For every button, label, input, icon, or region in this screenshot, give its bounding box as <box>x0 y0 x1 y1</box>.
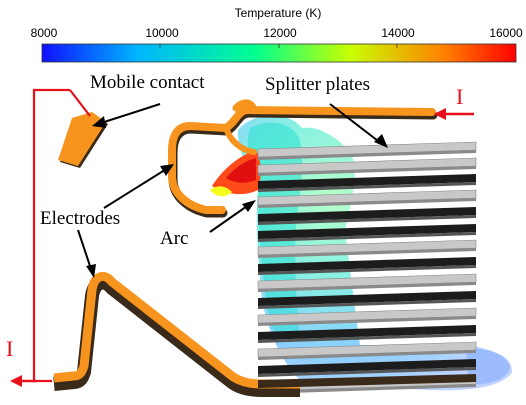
labels: Mobile contact Splitter plates Electrode… <box>6 72 463 361</box>
current-line <box>32 88 70 383</box>
colorbar-tick-label: 10000 <box>145 26 179 40</box>
current-label-top: I <box>456 84 463 109</box>
colorbar-ticks <box>159 44 398 48</box>
current-label-left: I <box>6 336 13 361</box>
splitter-plate <box>257 157 477 176</box>
splitter-plate <box>257 239 477 258</box>
mobile-contact-label: Mobile contact <box>90 72 205 93</box>
splitter-plate <box>258 359 476 377</box>
splitter-plate <box>258 291 476 309</box>
splitter-plate <box>257 273 477 292</box>
colorbar-tick-labels: 8000 10000 12000 14000 16000 <box>31 26 523 40</box>
electrodes-label: Electrodes <box>40 208 120 229</box>
splitter-plate <box>257 341 477 360</box>
splitter-plate <box>258 174 476 192</box>
splitter-plate <box>258 207 476 225</box>
mobile-contact-arrow <box>97 103 161 125</box>
current-path <box>10 88 474 387</box>
current-arrowhead <box>434 108 446 120</box>
arc-label: Arc <box>160 228 188 249</box>
lower-electrode <box>53 272 476 397</box>
splitter-plates-label: Splitter plates <box>265 74 370 95</box>
upper-electrode <box>168 99 438 218</box>
arc-arrow <box>209 203 251 233</box>
colorbar: Temperature (K) 8000 10000 12000 14000 1… <box>31 6 523 63</box>
splitter-plates-arrow <box>329 103 383 145</box>
colorbar-tick-label: 14000 <box>381 26 415 40</box>
current-arrowhead <box>10 375 22 387</box>
colorbar-title: Temperature (K) <box>235 6 322 20</box>
callout-arrows <box>77 103 388 278</box>
splitter-plate <box>258 257 476 275</box>
electrodes-arrow-upper <box>103 167 169 209</box>
splitter-plate <box>258 224 476 242</box>
electrodes-arrow-lower <box>77 229 93 273</box>
colorbar-tick-label: 16000 <box>489 26 523 40</box>
colorbar-tick-label: 8000 <box>31 26 58 40</box>
splitter-plates <box>257 141 477 394</box>
current-line <box>69 89 91 117</box>
colorbar-tick-label: 12000 <box>263 26 297 40</box>
splitter-plate <box>258 325 476 343</box>
splitter-plate <box>257 189 477 208</box>
splitter-plate <box>257 141 477 160</box>
splitter-plate <box>257 307 477 326</box>
